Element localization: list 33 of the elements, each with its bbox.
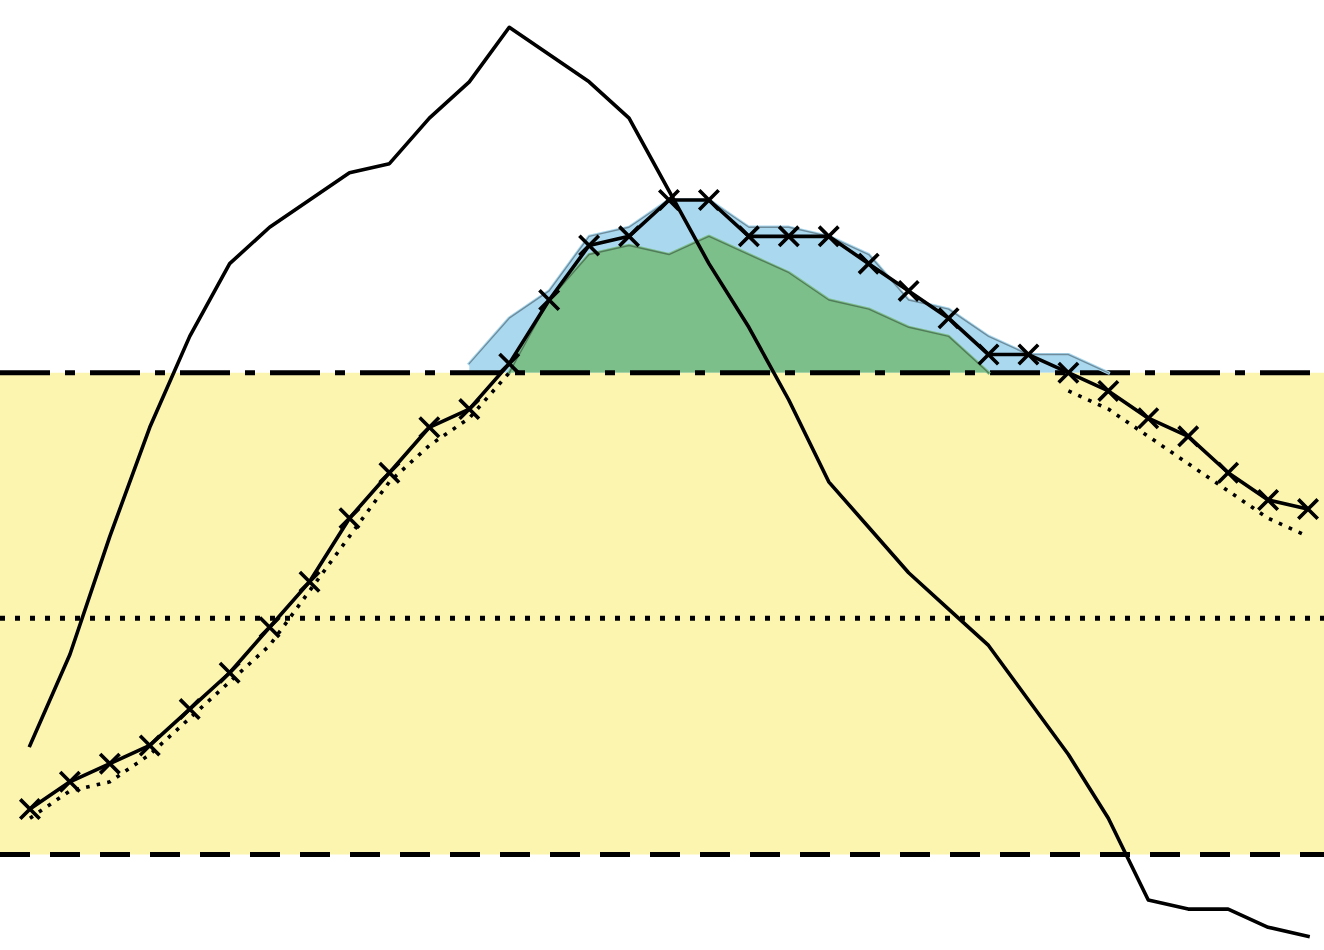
point xyxy=(657,188,681,212)
point xyxy=(737,224,761,248)
point xyxy=(1216,461,1240,485)
point xyxy=(937,306,961,330)
point xyxy=(178,697,202,721)
point xyxy=(18,797,42,821)
point xyxy=(377,461,401,485)
point xyxy=(697,188,721,212)
point xyxy=(1296,497,1320,521)
point xyxy=(1016,343,1040,367)
point xyxy=(897,279,921,303)
point xyxy=(1256,488,1280,512)
point xyxy=(1056,361,1080,385)
point xyxy=(1176,424,1200,448)
point xyxy=(98,752,122,776)
point xyxy=(976,343,1001,367)
point xyxy=(1136,406,1160,430)
point xyxy=(58,770,82,794)
point xyxy=(218,661,242,685)
point xyxy=(337,506,361,530)
point xyxy=(497,352,521,376)
point xyxy=(1096,379,1120,403)
point xyxy=(777,224,801,248)
point xyxy=(537,288,561,312)
point xyxy=(577,233,601,257)
point xyxy=(138,733,162,757)
point xyxy=(258,615,282,639)
point xyxy=(817,224,841,248)
point xyxy=(617,224,641,248)
point xyxy=(457,397,481,421)
point xyxy=(298,570,322,594)
point xyxy=(417,415,441,439)
point xyxy=(857,252,881,276)
